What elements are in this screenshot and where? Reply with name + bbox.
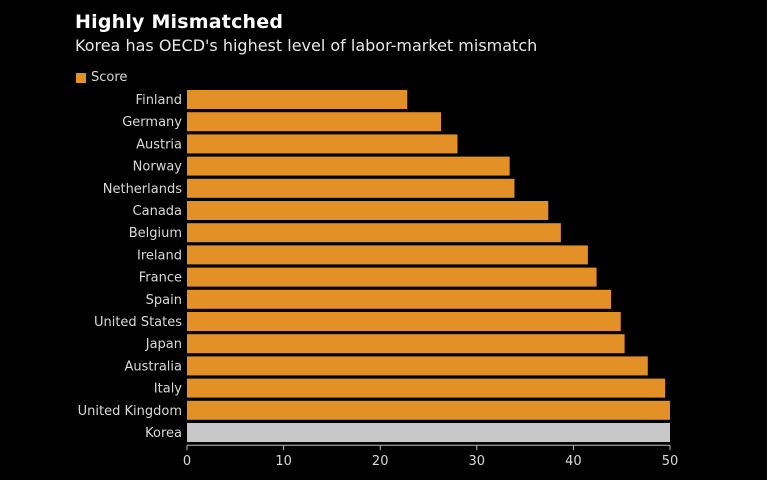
legend-swatch — [76, 72, 86, 83]
category-label: Netherlands — [103, 182, 182, 197]
bar-belgium — [187, 223, 561, 243]
category-label: Belgium — [129, 226, 182, 241]
category-label: Norway — [133, 160, 183, 175]
bar-japan — [187, 334, 625, 354]
x-tick-label: 50 — [662, 454, 679, 469]
bar-finland — [187, 90, 408, 109]
category-labels: Finland Germany Austria Norway Netherlands Ca… — [78, 93, 183, 441]
bar-spain — [187, 289, 612, 309]
bar-germany — [187, 112, 442, 132]
bar-austria — [187, 134, 458, 154]
bar-korea — [187, 423, 670, 442]
bar-australia — [187, 356, 648, 376]
chart-subtitle: Korea has OECD's highest level of labor-… — [75, 36, 538, 55]
x-axis: 0 10 20 30 40 50 — [183, 444, 679, 469]
x-tick-label: 20 — [372, 454, 389, 469]
category-label: Spain — [146, 293, 182, 308]
chart-title: Highly Mismatched — [75, 11, 284, 33]
legend-label: Score — [91, 70, 128, 85]
category-label: Australia — [124, 359, 182, 374]
x-tick-label: 40 — [565, 454, 582, 469]
bar-ireland — [187, 245, 588, 265]
bar-united-kingdom — [187, 400, 670, 420]
category-label: Germany — [122, 115, 182, 130]
category-label: Ireland — [137, 248, 182, 263]
legend: Score — [76, 70, 127, 85]
bar-canada — [187, 201, 549, 220]
category-label: France — [139, 271, 182, 286]
category-label: Finland — [136, 93, 182, 108]
bar-united-states — [187, 312, 621, 331]
bar-norway — [187, 156, 510, 176]
bar-france — [187, 267, 597, 287]
category-label: Korea — [145, 426, 182, 441]
category-label: Austria — [136, 137, 182, 152]
category-label: United States — [94, 315, 182, 330]
category-label: Italy — [154, 382, 183, 397]
x-tick-label: 10 — [275, 454, 292, 469]
bars-group — [187, 90, 670, 442]
bar-italy — [187, 378, 666, 398]
category-label: Canada — [133, 204, 182, 219]
category-label: United Kingdom — [78, 404, 182, 419]
x-tick-label: 30 — [469, 454, 486, 469]
bar-netherlands — [187, 178, 515, 198]
x-tick-label: 0 — [183, 454, 191, 469]
category-label: Japan — [145, 337, 182, 352]
